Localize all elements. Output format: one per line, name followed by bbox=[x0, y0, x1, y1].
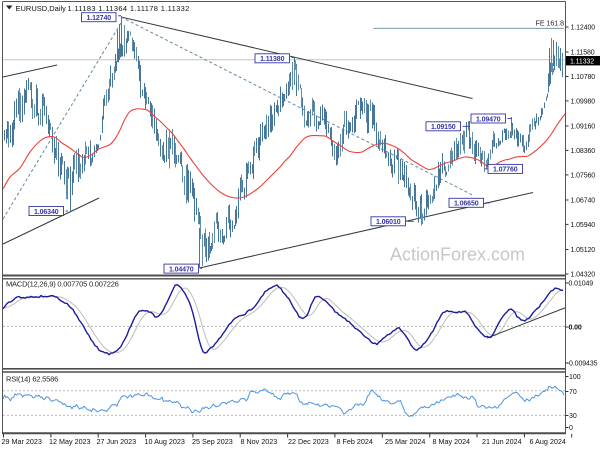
svg-text:1.09980: 1.09980 bbox=[571, 99, 596, 106]
svg-text:FE 161.8: FE 161.8 bbox=[536, 21, 565, 28]
svg-text:0.00: 0.00 bbox=[569, 325, 582, 332]
svg-text:8 May 2024: 8 May 2024 bbox=[433, 437, 471, 446]
svg-text:1.04320: 1.04320 bbox=[571, 272, 596, 279]
svg-text:1.06740: 1.06740 bbox=[571, 198, 596, 205]
svg-text:1.05940: 1.05940 bbox=[571, 222, 596, 229]
svg-text:-0.009435: -0.009435 bbox=[567, 361, 598, 368]
svg-text:1.06340: 1.06340 bbox=[34, 209, 59, 216]
svg-text:30: 30 bbox=[569, 413, 577, 420]
svg-text:1.04470: 1.04470 bbox=[169, 266, 194, 273]
svg-text:29 Mar 2023: 29 Mar 2023 bbox=[2, 437, 42, 446]
svg-text:1.12740: 1.12740 bbox=[86, 15, 111, 22]
svg-text:1.09150: 1.09150 bbox=[431, 124, 456, 131]
svg-text:1.11580: 1.11580 bbox=[571, 50, 595, 57]
svg-text:1.08360: 1.08360 bbox=[571, 148, 596, 155]
svg-text:100: 100 bbox=[569, 374, 581, 381]
svg-text:6 Aug 2024: 6 Aug 2024 bbox=[530, 437, 566, 446]
svg-text:1.10780: 1.10780 bbox=[571, 74, 596, 81]
svg-text:1.11332: 1.11332 bbox=[570, 58, 594, 65]
svg-text:1.09160: 1.09160 bbox=[571, 124, 596, 131]
svg-text:1.09470: 1.09470 bbox=[476, 116, 501, 123]
svg-text:8 Feb 2024: 8 Feb 2024 bbox=[337, 437, 373, 446]
svg-text:22 Dec 2023: 22 Dec 2023 bbox=[288, 437, 329, 446]
svg-text:1.07560: 1.07560 bbox=[571, 173, 596, 180]
svg-text:0: 0 bbox=[569, 425, 573, 432]
svg-text:8 Nov 2023: 8 Nov 2023 bbox=[241, 437, 278, 446]
svg-text:1.11183 1.11364 1.11178 1.1133: 1.11183 1.11364 1.11178 1.11332 bbox=[68, 4, 190, 13]
svg-text:70: 70 bbox=[569, 389, 577, 396]
svg-text:1.07760: 1.07760 bbox=[493, 167, 518, 174]
svg-text:0.01049: 0.01049 bbox=[569, 281, 594, 288]
svg-text:10 Aug 2023: 10 Aug 2023 bbox=[145, 437, 185, 446]
svg-text:21 Jun 2024: 21 Jun 2024 bbox=[482, 437, 522, 446]
svg-text:1.06650: 1.06650 bbox=[454, 201, 479, 208]
svg-text:1.11380: 1.11380 bbox=[260, 56, 284, 63]
svg-text:MACD(12,26,9) 0.007705 0.00722: MACD(12,26,9) 0.007705 0.007226 bbox=[6, 280, 119, 289]
svg-text:ActionForex.com: ActionForex.com bbox=[390, 245, 525, 265]
svg-text:25 Sep 2023: 25 Sep 2023 bbox=[192, 437, 233, 446]
svg-text:1.06010: 1.06010 bbox=[376, 219, 401, 226]
svg-text:1.05120: 1.05120 bbox=[571, 247, 596, 254]
svg-text:27 Jun 2023: 27 Jun 2023 bbox=[97, 437, 137, 446]
svg-text:RSI(14) 62.5586: RSI(14) 62.5586 bbox=[6, 375, 58, 384]
svg-text:25 Mar 2024: 25 Mar 2024 bbox=[385, 437, 425, 446]
svg-text:1.12400: 1.12400 bbox=[571, 25, 596, 32]
svg-text:12 May 2023: 12 May 2023 bbox=[49, 437, 91, 446]
svg-text:EURUSD,Daily: EURUSD,Daily bbox=[16, 4, 67, 13]
